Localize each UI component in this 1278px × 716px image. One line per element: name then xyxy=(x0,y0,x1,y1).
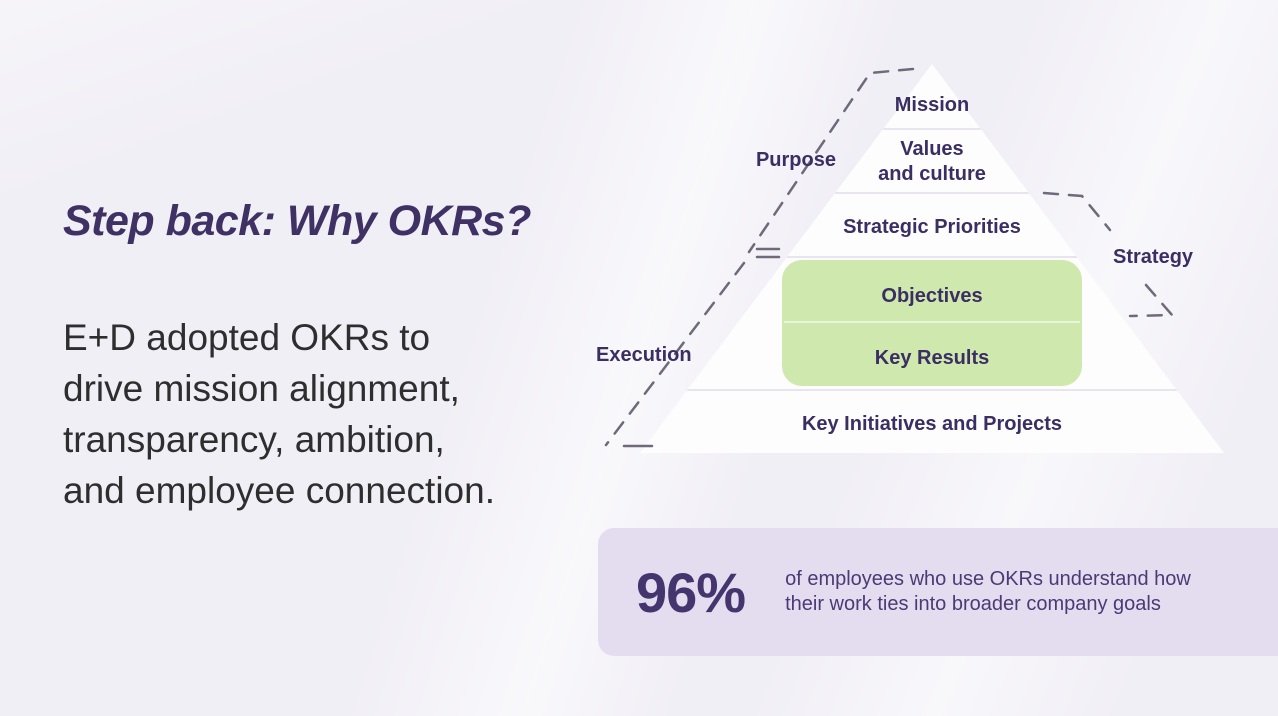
pyramid-shape xyxy=(640,64,1224,453)
stat-description-line: of employees who use OKRs understand how xyxy=(785,568,1191,590)
slide-title: Step back: Why OKRs? xyxy=(63,197,531,245)
purpose-bracket-line xyxy=(747,67,915,254)
body-line: and employee connection. xyxy=(63,470,495,511)
strategy-bracket-top-line xyxy=(1042,191,1112,232)
pyramid-level-strategic-priorities: Strategic Priorities xyxy=(843,216,1021,238)
pyramid-level-objectives: Objectives xyxy=(881,285,982,307)
pyramid-level-dividers xyxy=(640,128,1224,391)
objectives-key-results-highlight xyxy=(782,260,1082,386)
stat-description-line: their work ties into broader company goa… xyxy=(785,593,1161,615)
pyramid-level-mission: Mission xyxy=(895,94,969,116)
label-purpose: Purpose xyxy=(756,149,836,171)
stat-callout-box: 96% of employees who use OKRs understand… xyxy=(598,528,1278,656)
pyramid-level-values-line2: and culture xyxy=(878,163,986,185)
label-execution: Execution xyxy=(596,344,692,366)
body-line: drive mission alignment, xyxy=(63,368,460,409)
body-line: transparency, ambition, xyxy=(63,419,445,460)
stat-description: of employees who use OKRs understand how… xyxy=(785,567,1191,617)
body-line: E+D adopted OKRs to xyxy=(63,317,431,358)
stat-percentage: 96% xyxy=(636,560,746,624)
pyramid-level-key-initiatives: Key Initiatives and Projects xyxy=(802,413,1062,435)
strategy-bracket-bottom-line xyxy=(1128,283,1175,318)
execution-bracket-line xyxy=(604,261,746,447)
pyramid-level-values-line1: Values xyxy=(900,138,963,160)
slide-body-text: E+D adopted OKRs to drive mission alignm… xyxy=(63,312,495,516)
label-strategy: Strategy xyxy=(1113,246,1194,268)
pyramid-level-key-results: Key Results xyxy=(875,347,990,369)
